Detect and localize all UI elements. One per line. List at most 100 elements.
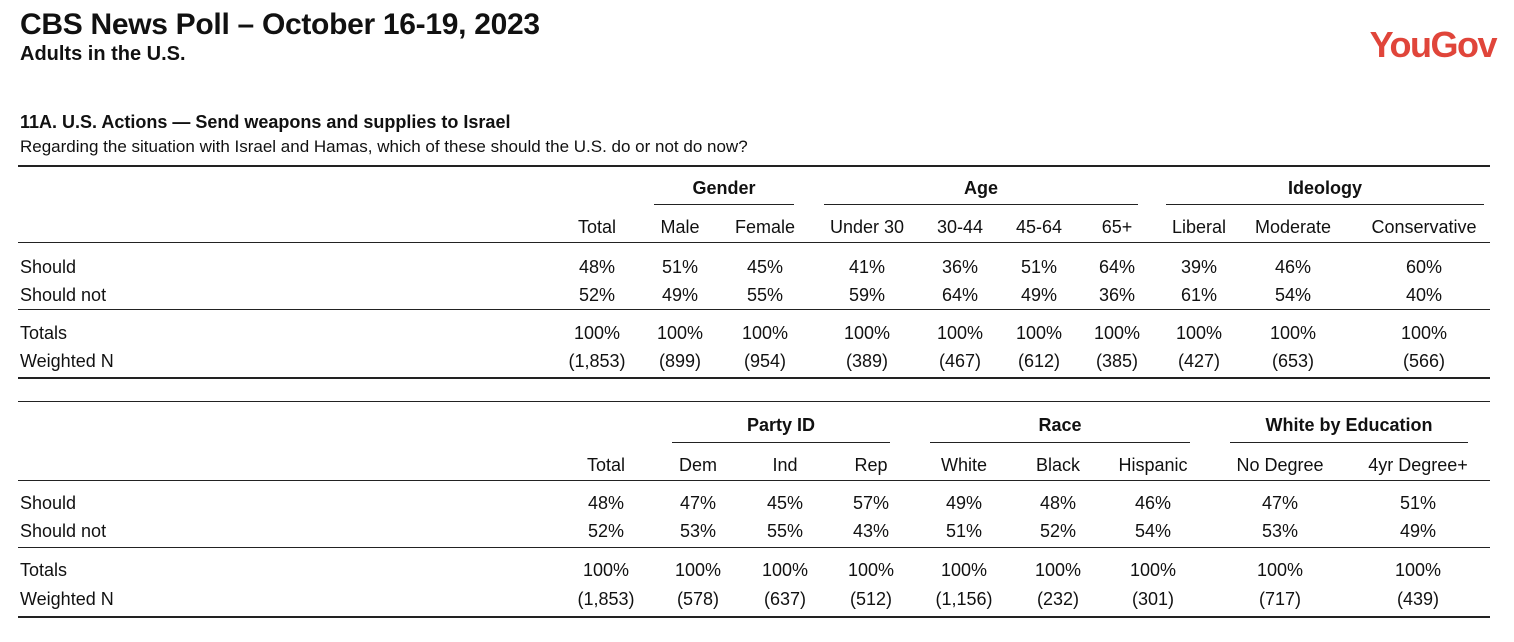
column-header: Rep xyxy=(854,455,888,475)
table-cell: 53% xyxy=(1261,521,1299,541)
table-cell: 100% xyxy=(573,323,621,343)
column-header: Moderate xyxy=(1254,217,1332,237)
table-cell: (385) xyxy=(1095,351,1139,371)
table-cell: 61% xyxy=(1180,285,1218,305)
column-group-underline xyxy=(672,442,890,443)
table-cell: 49% xyxy=(1020,285,1058,305)
table-cell: 51% xyxy=(945,521,983,541)
column-header: Liberal xyxy=(1171,217,1227,237)
table-cell: 47% xyxy=(1261,493,1299,513)
column-group-underline xyxy=(824,204,1138,205)
table-cell: 100% xyxy=(761,560,809,580)
table-cell: 100% xyxy=(1256,560,1304,580)
table-rule xyxy=(18,242,1490,243)
table-cell: 100% xyxy=(1034,560,1082,580)
table-cell: (389) xyxy=(845,351,889,371)
table-cell: 59% xyxy=(848,285,886,305)
table-cell: 51% xyxy=(661,257,699,277)
column-header: 30-44 xyxy=(936,217,984,237)
table-cell: 49% xyxy=(1399,521,1437,541)
table-cell: (301) xyxy=(1131,589,1175,609)
table-cell: 100% xyxy=(843,323,891,343)
column-header: Ind xyxy=(772,455,798,475)
table-rule xyxy=(18,480,1490,481)
table-cell: (566) xyxy=(1402,351,1446,371)
table-cell: 36% xyxy=(941,257,979,277)
column-header: Hispanic xyxy=(1118,455,1188,475)
table-cell: (1,156) xyxy=(935,589,993,609)
row-label: Weighted N xyxy=(20,589,114,609)
table-cell: (717) xyxy=(1258,589,1302,609)
column-header: No Degree xyxy=(1236,455,1324,475)
column-header: Black xyxy=(1035,455,1080,475)
table-cell: (512) xyxy=(849,589,893,609)
table-cell: 100% xyxy=(1129,560,1177,580)
table-cell: 52% xyxy=(578,285,616,305)
column-group-underline xyxy=(930,442,1190,443)
question-title: 11A. U.S. Actions — Send weapons and sup… xyxy=(20,112,511,132)
row-label: Should not xyxy=(20,521,107,541)
row-label: Weighted N xyxy=(20,351,114,371)
table-cell: (1,853) xyxy=(577,589,635,609)
table-cell: 100% xyxy=(674,560,722,580)
column-group-header: White by Education xyxy=(1265,415,1433,435)
column-header: Conservative xyxy=(1371,217,1477,237)
row-label: Totals xyxy=(20,323,68,343)
table-cell: 53% xyxy=(679,521,717,541)
table-cell: 100% xyxy=(847,560,895,580)
table-cell: 100% xyxy=(1400,323,1448,343)
table-cell: 57% xyxy=(852,493,890,513)
table-cell: 41% xyxy=(848,257,886,277)
table-cell: 36% xyxy=(1098,285,1136,305)
column-header: White xyxy=(940,455,987,475)
table-cell: 47% xyxy=(679,493,717,513)
table-cell: 52% xyxy=(1039,521,1077,541)
table-cell: (439) xyxy=(1396,589,1440,609)
column-group-header: Age xyxy=(963,178,998,198)
table-cell: 100% xyxy=(1269,323,1317,343)
table-cell: (578) xyxy=(676,589,720,609)
table-rule xyxy=(18,547,1490,548)
table-cell: 46% xyxy=(1274,257,1312,277)
crosstab-table-2: Party ID Race White by Education Total Dem In… xyxy=(18,401,1490,621)
column-header: 65+ xyxy=(1101,217,1133,237)
crosstab-table-1: Gender Age Ideology Total Male Female Under 30… xyxy=(18,165,1490,383)
table-cell: 100% xyxy=(940,560,988,580)
table-cell: 54% xyxy=(1274,285,1312,305)
table-rule xyxy=(18,401,1490,402)
table-cell: 100% xyxy=(741,323,789,343)
table-cell: 49% xyxy=(661,285,699,305)
question-text: Regarding the situation with Israel and … xyxy=(20,137,748,156)
table-cell: (1,853) xyxy=(568,351,626,371)
table-cell: (467) xyxy=(938,351,982,371)
poll-title: CBS News Poll – October 16-19, 2023 xyxy=(20,8,540,41)
column-group-header: Race xyxy=(1038,415,1082,435)
column-header: Dem xyxy=(678,455,717,475)
column-group-header: Party ID xyxy=(746,415,816,435)
table-cell: 48% xyxy=(578,257,616,277)
column-header: 45-64 xyxy=(1015,217,1063,237)
table-cell: 49% xyxy=(945,493,983,513)
table-cell: 64% xyxy=(941,285,979,305)
table-rule xyxy=(18,309,1490,310)
table-cell: 51% xyxy=(1020,257,1058,277)
table-cell: 100% xyxy=(1175,323,1223,343)
table-cell: 48% xyxy=(587,493,625,513)
row-label: Should not xyxy=(20,285,107,305)
row-label: Should xyxy=(20,257,77,277)
table-cell: 40% xyxy=(1405,285,1443,305)
table-cell: 46% xyxy=(1134,493,1172,513)
column-group-underline xyxy=(1166,204,1484,205)
poll-subtitle: Adults in the U.S. xyxy=(20,43,186,65)
row-label: Should xyxy=(20,493,77,513)
table-cell: 51% xyxy=(1399,493,1437,513)
table-cell: 100% xyxy=(1015,323,1063,343)
table-cell: (899) xyxy=(658,351,702,371)
table-cell: 100% xyxy=(582,560,630,580)
table-cell: (637) xyxy=(763,589,807,609)
table-cell: (232) xyxy=(1036,589,1080,609)
table-cell: (954) xyxy=(743,351,787,371)
column-header: 4yr Degree+ xyxy=(1368,455,1468,475)
table-rule xyxy=(18,616,1490,618)
table-cell: 43% xyxy=(852,521,890,541)
